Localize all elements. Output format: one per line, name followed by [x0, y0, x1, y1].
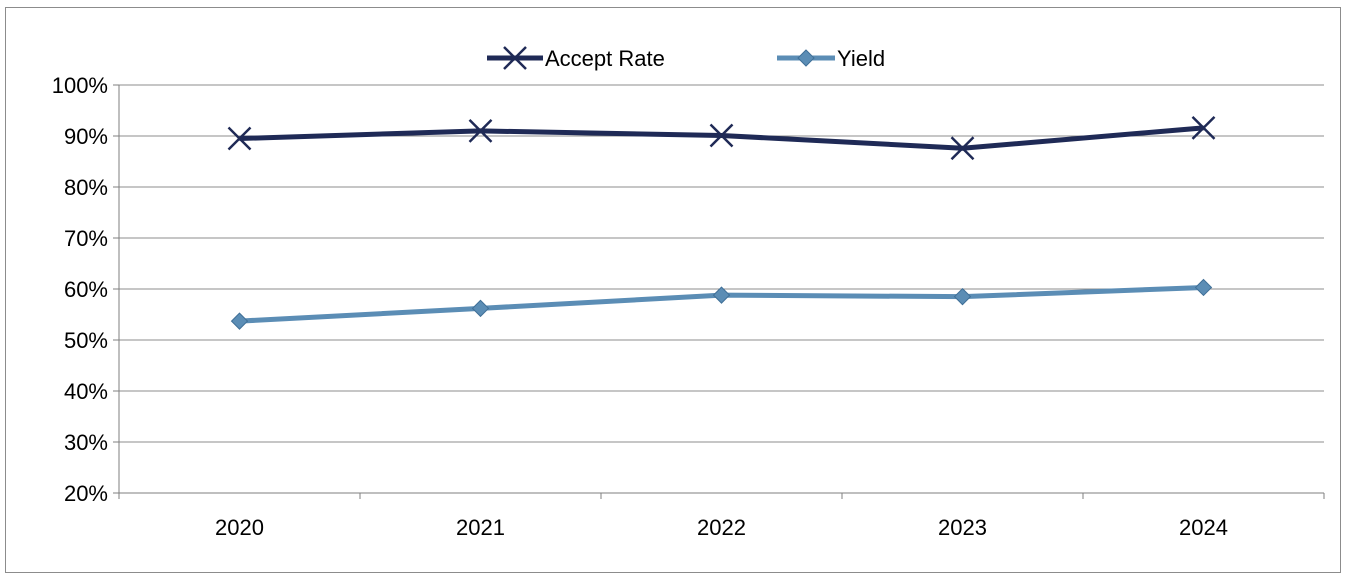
data-point-accept-rate [709, 123, 734, 148]
legend-swatch-marker [503, 46, 527, 70]
y-tick-label: 80% [64, 175, 108, 200]
y-tick-label: 40% [64, 379, 108, 404]
legend: Accept Rate Yield [487, 46, 885, 71]
data-point-accept-rate [468, 119, 493, 143]
legend-label: Accept Rate [545, 46, 665, 71]
data-point-accept-rate [227, 126, 252, 151]
series-layer [227, 115, 1216, 330]
x-tick-label: 2020 [215, 515, 264, 540]
data-point-yield [953, 287, 972, 306]
data-point-accept-rate [1191, 115, 1216, 140]
y-axis-tick-labels: 20% 30% 40% 50% 60% 70% 80% 90% 100% [52, 73, 108, 506]
y-tick-label: 20% [64, 481, 108, 506]
data-point-yield [230, 312, 249, 330]
y-tick-label: 30% [64, 430, 108, 455]
x-axis-tick-labels: 2020 2021 2022 2023 2024 [215, 515, 1228, 540]
y-tick-label: 70% [64, 226, 108, 251]
axes [113, 84, 1325, 499]
x-tick-label: 2024 [1179, 515, 1228, 540]
x-tick-label: 2023 [938, 515, 987, 540]
data-point-accept-rate [950, 136, 975, 161]
series-line-accept-rate [239, 125, 1204, 151]
x-tick-label: 2021 [456, 515, 505, 540]
legend-swatch-marker [797, 49, 815, 67]
legend-label: Yield [837, 46, 885, 71]
data-point-yield [471, 299, 490, 318]
y-tick-label: 60% [64, 277, 108, 302]
x-tick-label: 2022 [697, 515, 746, 540]
legend-item-accept-rate: Accept Rate [487, 46, 665, 71]
data-point-yield [712, 286, 731, 304]
y-tick-label: 90% [64, 124, 108, 149]
legend-item-yield: Yield [777, 46, 885, 71]
y-tick-label: 100% [52, 73, 108, 98]
data-point-yield [1194, 278, 1213, 297]
y-tick-label: 50% [64, 328, 108, 353]
